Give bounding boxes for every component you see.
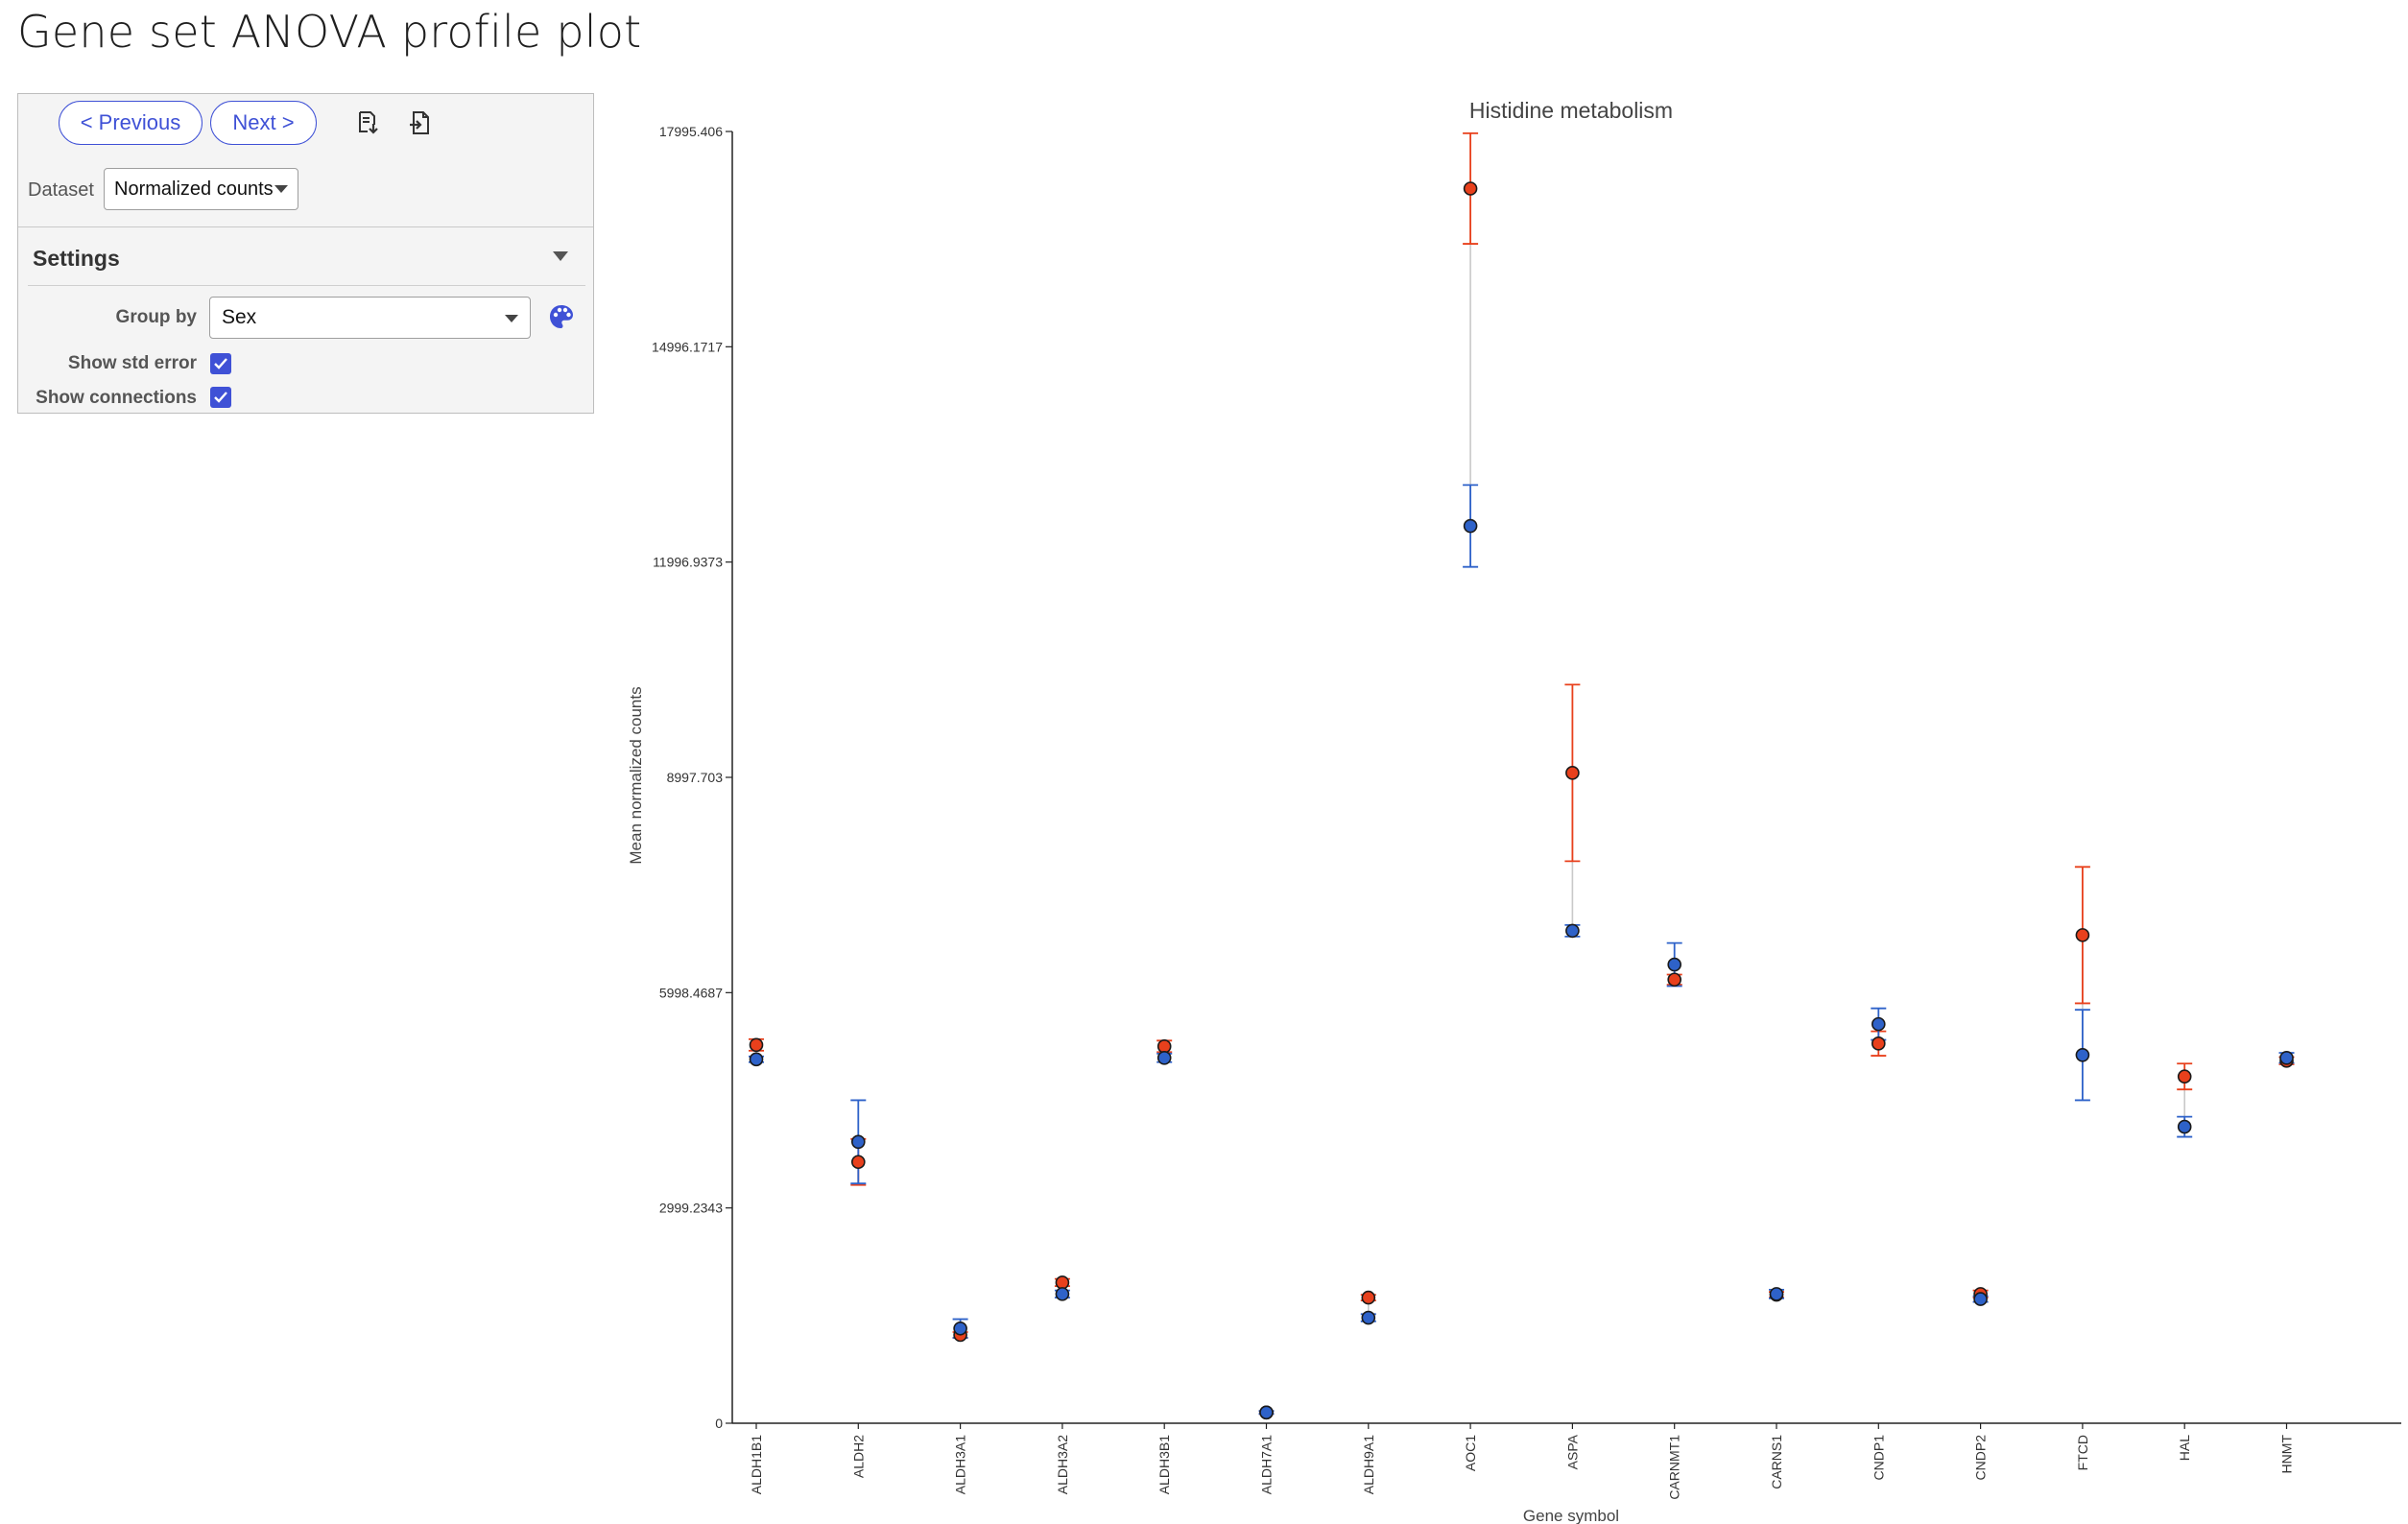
y-tick-label: 14996.1717 — [652, 339, 723, 354]
data-point-series-2 — [1565, 923, 1580, 939]
data-point-series-2 — [1156, 1050, 1172, 1065]
x-axis-title: Gene symbol — [1523, 1507, 1619, 1524]
data-point-series-2 — [1055, 1287, 1070, 1301]
dataset-select-value: Normalized counts — [114, 178, 274, 200]
data-point-series-2 — [850, 1134, 866, 1150]
dataset-select[interactable]: Normalized counts — [104, 168, 298, 210]
divider — [18, 226, 593, 227]
x-tick-label: CARNS1 — [1769, 1435, 1784, 1489]
x-tick-label: AOC1 — [1463, 1435, 1478, 1471]
y-tick-label: 8997.703 — [667, 770, 724, 785]
data-point-series-2 — [1872, 1016, 1886, 1032]
x-tick-label: ALDH2 — [850, 1435, 866, 1478]
next-button[interactable]: Next > — [210, 101, 317, 145]
data-point-series-2 — [749, 1052, 764, 1067]
data-point-series-2 — [1361, 1310, 1376, 1325]
data-point-series-2 — [1667, 957, 1681, 972]
data-point-series-2 — [953, 1321, 967, 1336]
previous-button[interactable]: < Previous — [59, 101, 203, 145]
y-tick-label: 0 — [715, 1416, 723, 1431]
data-point-series-1 — [1463, 181, 1478, 196]
x-tick-label: ALDH7A1 — [1259, 1435, 1275, 1494]
data-point-series-1 — [2177, 1069, 2192, 1084]
group-by-select[interactable]: Sex — [209, 297, 531, 339]
data-point-series-1 — [1156, 1039, 1172, 1054]
chart-title: Histidine metabolism — [1469, 98, 1673, 123]
data-point-series-1 — [1055, 1275, 1070, 1290]
data-point-series-2 — [1769, 1287, 1784, 1301]
settings-header: Settings — [33, 246, 120, 271]
controls-panel: < Previous Next > Dataset Normalized cou… — [17, 93, 594, 414]
show-connections-label: Show connections — [36, 388, 197, 408]
data-point-series-1 — [2075, 928, 2090, 942]
data-point-series-2 — [1463, 518, 1478, 534]
palette-icon[interactable] — [548, 303, 575, 330]
checkmark-icon — [214, 392, 227, 403]
x-tick-label: ALDH3B1 — [1156, 1435, 1172, 1494]
checkmark-icon — [214, 358, 227, 369]
x-tick-label: CARNMT1 — [1667, 1435, 1682, 1500]
data-point-series-1 — [1565, 766, 1580, 780]
y-tick-label: 17995.406 — [659, 124, 723, 139]
y-tick-label: 2999.2343 — [659, 1201, 723, 1216]
data-point-series-1 — [1361, 1290, 1376, 1305]
page-title: Gene set ANOVA profile plot — [17, 6, 642, 58]
data-point-series-2 — [2279, 1050, 2294, 1065]
data-point-series-1 — [749, 1037, 764, 1053]
show-std-error-label: Show std error — [67, 353, 197, 373]
data-point-series-1 — [850, 1155, 866, 1170]
x-tick-label: ALDH1B1 — [749, 1435, 764, 1494]
plot-area: 0 2999.2343 5998.4687 8997.703 11996.9373 149… — [652, 124, 2401, 1500]
y-tick-label: 11996.9373 — [653, 555, 723, 570]
export-data-icon[interactable] — [356, 109, 381, 136]
data-point-series-1 — [1872, 1036, 1886, 1051]
x-tick-label: ALDH9A1 — [1361, 1435, 1376, 1494]
x-tick-label: FTCD — [2075, 1435, 2090, 1470]
chevron-down-icon — [274, 185, 288, 193]
x-tick-label: CNDP2 — [1973, 1435, 1989, 1481]
data-point-series-2 — [2177, 1119, 2192, 1134]
data-point-series-1 — [1667, 972, 1681, 988]
show-std-error-checkbox[interactable] — [210, 353, 231, 374]
x-tick-label: ALDH3A1 — [953, 1435, 968, 1494]
x-tick-label: HAL — [2177, 1435, 2192, 1461]
x-tick-label: ALDH3A2 — [1055, 1435, 1070, 1494]
x-tick-label: ASPA — [1564, 1434, 1580, 1469]
divider — [28, 285, 585, 286]
export-image-icon[interactable] — [408, 109, 433, 136]
data-point-series-2 — [2075, 1047, 2090, 1062]
x-tick-label: CNDP1 — [1871, 1435, 1886, 1481]
group-by-label: Group by — [115, 307, 197, 327]
y-tick-label: 5998.4687 — [659, 985, 723, 1000]
dataset-label: Dataset — [28, 179, 94, 201]
data-point-series-2 — [1973, 1292, 1988, 1306]
chevron-down-icon[interactable] — [553, 251, 568, 261]
x-tick-label: HNMT — [2279, 1435, 2295, 1474]
chevron-down-icon — [505, 315, 518, 322]
group-by-value: Sex — [222, 306, 257, 328]
y-axis-title: Mean normalized counts — [627, 686, 645, 864]
show-connections-checkbox[interactable] — [210, 387, 231, 408]
data-point-series-2 — [1259, 1405, 1274, 1420]
